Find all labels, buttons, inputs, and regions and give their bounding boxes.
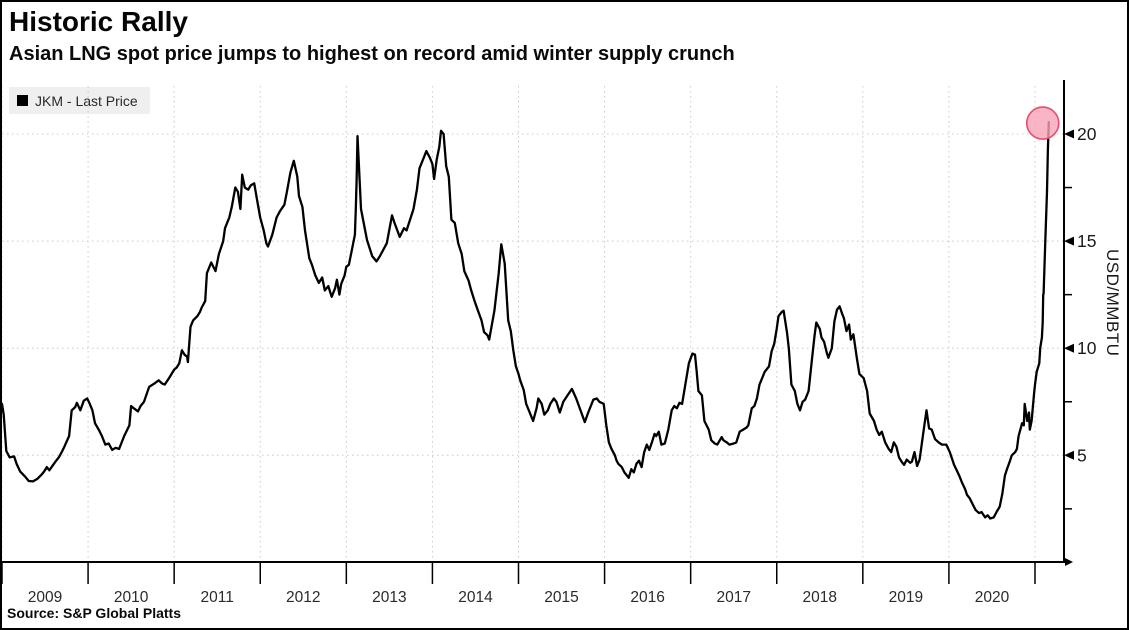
y-tick-label: 20 (1077, 124, 1097, 144)
axis-ticks (2, 129, 1074, 584)
x-axis-arrowhead-icon (1065, 558, 1073, 566)
source-credit: Source: S&P Global Platts (7, 605, 182, 621)
x-tick-label: 2010 (114, 589, 149, 606)
y-tick-arrow-icon (1064, 236, 1074, 246)
legend: JKM - Last Price (9, 87, 150, 114)
x-tick-label: 2011 (201, 589, 234, 606)
latest-point-highlight (1025, 106, 1060, 140)
y-tick-label: 10 (1077, 338, 1097, 358)
page-title: Historic Rally (9, 6, 188, 37)
y-tick-label: 5 (1077, 445, 1087, 465)
axis-tick-labels: 2009 2010 2011 2012 2013 2014 2015 2016 2017 2018… (28, 124, 1097, 606)
series-swatch-icon (17, 95, 28, 106)
y-tick-label: 15 (1077, 231, 1096, 251)
y-tick-arrow-icon (1064, 450, 1074, 460)
y-tick-arrow-icon (1064, 129, 1074, 139)
jkm-price-line (2, 121, 1050, 520)
x-tick-label: 2017 (716, 589, 750, 606)
legend-series-label: JKM - Last Price (35, 92, 138, 109)
price-line-series (2, 121, 1050, 520)
chart-subtitle: Asian LNG spot price jumps to highest on… (9, 43, 735, 65)
record-high-marker (1025, 106, 1060, 140)
x-tick-label: 2012 (286, 589, 320, 606)
axes (2, 80, 1073, 566)
x-tick-label: 2016 (630, 589, 664, 606)
x-tick-label: 2019 (889, 589, 923, 606)
x-tick-label: 2020 (975, 589, 1010, 606)
y-tick-arrow-icon (1064, 343, 1074, 353)
x-tick-label: 2015 (544, 589, 578, 606)
x-tick-label: 2014 (458, 589, 493, 606)
y-axis-title: USD/MMBTU (1103, 249, 1122, 357)
gridlines (2, 86, 1064, 562)
x-tick-label: 2018 (803, 589, 837, 606)
x-tick-label: 2009 (28, 589, 62, 606)
x-tick-label: 2013 (372, 589, 406, 606)
